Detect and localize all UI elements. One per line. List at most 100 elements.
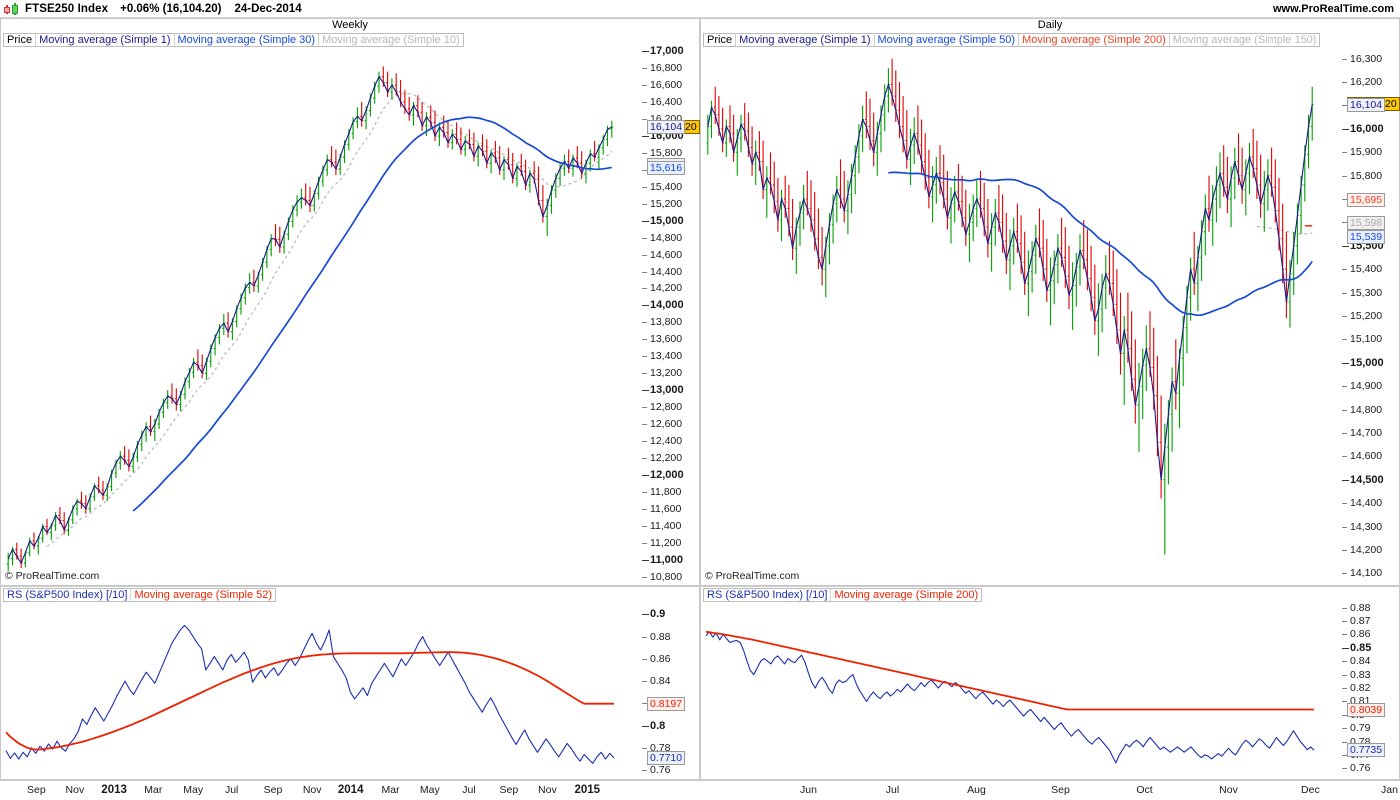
- weekly-x-label-2: 2013: [101, 784, 127, 796]
- weekly-price-y-tick-30: [642, 559, 649, 561]
- daily-x-label-6: Dec: [1301, 784, 1320, 796]
- daily-price-y-value-flag-ma-blue[interactable]: 15,539: [1347, 229, 1386, 244]
- weekly-price-y-label-20: 13,000: [650, 384, 684, 397]
- weekly-rs-svg: [5, 624, 615, 764]
- daily-price-y-label-11: 15,200: [1350, 310, 1383, 322]
- weekly-price-y-label-27: 11,600: [650, 502, 682, 515]
- daily-price-legend-item-0[interactable]: Price: [704, 34, 737, 46]
- daily-price-panel[interactable]: Daily Price Moving average (Simple 1) Movi…: [700, 18, 1400, 586]
- daily-rs-y-tick-9: [1342, 728, 1347, 730]
- daily-x-label-0: Jun: [800, 784, 817, 796]
- daily-price-legend-item-3[interactable]: Moving average (Simple 200): [1019, 34, 1170, 46]
- daily-price-y-value-flag-ma-grey[interactable]: 15,598: [1347, 215, 1386, 230]
- weekly-price-legend-item-1[interactable]: Moving average (Simple 1): [36, 34, 175, 46]
- weekly-price-legend-item-3[interactable]: Moving average (Simple 10): [322, 34, 460, 46]
- copyright-right: © ProRealTime.com: [705, 570, 800, 582]
- weekly-x-label-14: 2015: [574, 784, 601, 796]
- weekly-rs-y-label-0: 0.9: [650, 608, 666, 621]
- daily-price-y-tick-4: [1342, 152, 1347, 154]
- weekly-price-y-label-18: 13,400: [650, 350, 683, 363]
- daily-price-legend-item-1[interactable]: Moving average (Simple 1): [736, 34, 875, 46]
- daily-rs-legend-item-1[interactable]: Moving average (Simple 200): [834, 589, 979, 601]
- weekly-rs-y-label-5: 0.8: [650, 719, 666, 732]
- weekly-price-y-label-31: 10,800: [650, 570, 683, 583]
- daily-xaxis[interactable]: Jun Jul Aug Sep Oct Nov Dec Jan: [700, 780, 1400, 800]
- weekly-rs-y-value-flag-rs-blue[interactable]: 0.7710: [647, 750, 686, 765]
- daily-rs-svg: [705, 630, 1315, 764]
- weekly-price-yaxis[interactable]: 17,000 16,800 16,600 16,400 16,200 16,000 15,8…: [642, 45, 700, 585]
- weekly-rs-y-tick-7: [642, 770, 647, 772]
- weekly-price-plot[interactable]: [2, 47, 642, 585]
- daily-rs-y-label-3: 0.85: [1350, 641, 1372, 654]
- weekly-xaxis[interactable]: Sep Nov 2013 Mar May Jul Sep Nov 2014 Mar May Jul Se…: [0, 780, 700, 800]
- weekly-price-y-tick-14: [642, 288, 647, 290]
- weekly-price-y-label-13: 14,400: [650, 265, 683, 278]
- weekly-price-y-tick-22: [642, 424, 647, 426]
- weekly-price-y-tick-8: [642, 186, 647, 188]
- daily-price-y-label-10: 15,300: [1350, 286, 1383, 299]
- daily-rs-panel[interactable]: RS (S&P500 Index) [/10] Moving average (S…: [700, 586, 1400, 780]
- weekly-rs-y-tick-0: [642, 614, 649, 616]
- daily-price-legend[interactable]: Price Moving average (Simple 1) Moving ave…: [703, 33, 1321, 47]
- daily-price-y-label-16: 14,700: [1350, 426, 1383, 439]
- daily-price-y-value-flag-ma1[interactable]: 16,104: [1347, 97, 1386, 112]
- weekly-rs-legend[interactable]: RS (S&P500 Index) [/10] Moving average (S…: [3, 588, 277, 602]
- weekly-price-legend-item-0[interactable]: Price: [4, 34, 37, 46]
- weekly-rs-legend-item-0[interactable]: RS (S&P500 Index) [/10]: [4, 589, 132, 601]
- weekly-rs-y-tick-6: [642, 747, 647, 749]
- daily-price-y-tick-13: [1342, 362, 1349, 364]
- weekly-price-y-tick-4: [642, 119, 647, 121]
- weekly-x-label-12: Sep: [499, 784, 519, 796]
- daily-x-label-1: Jul: [885, 784, 900, 796]
- daily-rs-plot[interactable]: [702, 601, 1342, 779]
- weekly-x-label-6: Sep: [263, 784, 283, 796]
- weekly-price-panel[interactable]: Weekly Price Moving average (Simple 1) Mov…: [0, 18, 700, 586]
- daily-rs-legend[interactable]: RS (S&P500 Index) [/10] Moving average (S…: [703, 588, 983, 602]
- weekly-price-y-label-30: 11,000: [650, 553, 684, 566]
- weekly-price-y-label-28: 11,400: [650, 519, 682, 532]
- weekly-rs-panel[interactable]: RS (S&P500 Index) [/10] Moving average (S…: [0, 586, 700, 780]
- weekly-price-y-tick-9: [642, 203, 647, 205]
- weekly-price-y-label-0: 17,000: [650, 45, 684, 58]
- daily-price-plot[interactable]: [702, 47, 1342, 585]
- daily-rs-series-0: [705, 631, 1315, 764]
- weekly-rs-yaxis[interactable]: 0.90.880.860.840.820.80.780.760.81970.77…: [642, 601, 700, 779]
- weekly-price-y-tick-13: [642, 271, 647, 273]
- weekly-price-y-value-flag-ma-blue[interactable]: 15,616: [647, 161, 686, 176]
- weekly-price-y-tick-23: [642, 440, 647, 442]
- daily-rs-y-label-1: 0.87: [1350, 615, 1371, 628]
- daily-rs-y-tick-8: [1342, 714, 1347, 716]
- weekly-rs-y-label-3: 0.84: [650, 675, 671, 688]
- daily-price-yaxis[interactable]: 16,30016,20016,10016,00015,90015,80015,7…: [1342, 47, 1400, 585]
- weekly-price-y-label-6: 15,800: [650, 146, 683, 159]
- weekly-price-y-tick-17: [642, 339, 647, 341]
- daily-panel-title: Daily: [1037, 19, 1063, 31]
- weekly-price-ma-30-line: [132, 116, 612, 512]
- weekly-rs-legend-item-1[interactable]: Moving average (Simple 52): [134, 589, 273, 601]
- daily-price-y-tick-17: [1342, 456, 1347, 458]
- weekly-price-y-tick-27: [642, 508, 647, 510]
- weekly-price-y-label-22: 12,600: [650, 418, 683, 431]
- weekly-price-y-label-2: 16,600: [650, 79, 683, 92]
- daily-price-legend-item-4[interactable]: Moving average (Simple 150): [1172, 34, 1317, 46]
- daily-price-y-label-1: 16,200: [1350, 76, 1383, 89]
- weekly-price-y-tick-21: [642, 407, 647, 409]
- weekly-price-legend-item-2[interactable]: Moving average (Simple 30): [175, 34, 320, 46]
- daily-price-legend-item-2[interactable]: Moving average (Simple 50): [875, 34, 1020, 46]
- weekly-price-legend[interactable]: Price Moving average (Simple 1) Moving ave…: [3, 33, 464, 47]
- weekly-rs-plot[interactable]: [2, 601, 642, 779]
- weekly-price-y-tick-10: [642, 220, 649, 222]
- daily-rs-legend-item-0[interactable]: RS (S&P500 Index) [/10]: [704, 589, 832, 601]
- daily-price-y-label-21: 14,200: [1350, 543, 1383, 556]
- daily-price-y-value-flag-ma-red[interactable]: 15,695: [1347, 193, 1386, 208]
- daily-rs-yaxis[interactable]: 0.880.870.860.850.840.830.820.810.80.790…: [1342, 601, 1400, 779]
- weekly-rs-y-value-flag-rs-red[interactable]: 0.8197: [647, 696, 686, 711]
- price-change: +0.06% (16,104.20): [120, 2, 222, 15]
- daily-rs-y-value-flag-rs-red[interactable]: 0.8039: [1347, 702, 1386, 717]
- weekly-price-y-tick-18: [642, 356, 647, 358]
- weekly-price-bars: [6, 66, 614, 572]
- daily-price-y-tick-3: [1342, 128, 1349, 130]
- daily-rs-y-value-flag-rs-blue[interactable]: 0.7735: [1347, 743, 1386, 758]
- daily-price-svg: [706, 58, 1314, 555]
- weekly-price-y-value-flag-ma1[interactable]: 16,104: [647, 120, 686, 135]
